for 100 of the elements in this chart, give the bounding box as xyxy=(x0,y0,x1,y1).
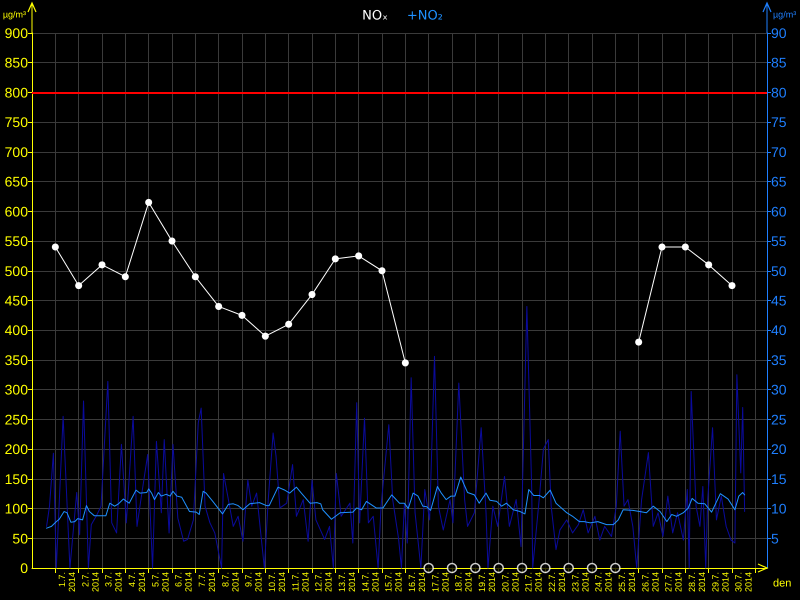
y-tick-label: 350 xyxy=(4,352,28,368)
point xyxy=(540,562,551,574)
point xyxy=(238,312,246,319)
y-tick-label: 750 xyxy=(4,114,28,130)
point xyxy=(635,338,642,346)
x-tick-label: 26.7. 2014 xyxy=(640,572,660,592)
y-tick-label: 300 xyxy=(4,382,28,398)
y2-tick-label: 35 xyxy=(771,352,787,368)
point xyxy=(285,320,292,328)
point xyxy=(470,562,481,574)
x-tick-label: 14.7. 2014 xyxy=(360,572,380,592)
point xyxy=(168,238,176,245)
y2-axis-title: µg/m³ xyxy=(773,10,796,20)
line-series xyxy=(46,476,746,529)
x-tick-label: 10.7. 2014 xyxy=(267,572,287,592)
point xyxy=(586,562,598,574)
point xyxy=(728,282,736,290)
point xyxy=(610,562,621,574)
point xyxy=(355,252,362,260)
x-tick-label: 9.7. 2014 xyxy=(244,572,264,592)
point xyxy=(98,261,106,268)
y-axis-title: µg/m³ xyxy=(2,10,26,20)
y-tick-label: 200 xyxy=(4,441,28,458)
point xyxy=(563,562,574,574)
x-tick-label: 24.7. 2014 xyxy=(594,572,614,592)
point xyxy=(493,562,504,574)
y2-tick-label: 90 xyxy=(771,25,787,41)
y-tick-label: 450 xyxy=(4,292,28,308)
x-tick-label: 5.7. 2014 xyxy=(150,572,170,592)
x-tick-label: 20.7. 2014 xyxy=(500,572,520,592)
x-tick-label: 2.7. 2014 xyxy=(80,572,100,592)
x-tick-label: 30.7. 2014 xyxy=(734,572,754,592)
x-tick-label: 28.7. 2014 xyxy=(687,572,707,592)
y2-tick-label: 55 xyxy=(771,233,787,250)
x-tick-label: 6.7. 2014 xyxy=(174,572,194,592)
y2-tick-label: 75 xyxy=(771,114,787,130)
y2-tick-label: 40 xyxy=(771,322,787,338)
x-tick-label: 15.7. 2014 xyxy=(384,572,404,592)
point xyxy=(52,244,59,250)
point xyxy=(423,562,434,574)
point xyxy=(308,291,316,298)
y-tick-label: 550 xyxy=(4,233,28,250)
x-tick-label: 13.7. 2014 xyxy=(337,572,357,592)
y2-tick-label: 65 xyxy=(771,174,787,190)
y-tick-label: 700 xyxy=(4,144,28,160)
point xyxy=(378,267,386,274)
point xyxy=(192,273,199,280)
x-tick-label: 3.7. 2014 xyxy=(104,572,124,592)
y-tick-label: 800 xyxy=(4,84,28,100)
point xyxy=(446,562,458,574)
x-tick-label: 21.7. 2014 xyxy=(524,572,544,592)
point xyxy=(658,244,666,250)
y-tick-label: 900 xyxy=(4,25,28,41)
y2-tick-label: 60 xyxy=(771,203,787,220)
x-tick-label: 23.7. 2014 xyxy=(570,572,590,592)
point xyxy=(402,359,409,366)
point xyxy=(705,261,712,268)
text: +NO₂ xyxy=(406,8,443,24)
y2-tick-label: 80 xyxy=(771,84,787,100)
x-tick-label: 18.7. 2014 xyxy=(454,572,474,592)
x-tick-label: 16.7. 2014 xyxy=(407,572,427,592)
point xyxy=(122,273,129,280)
x-tick-label: 8.7. 2014 xyxy=(220,572,240,592)
y2-tick-label: 30 xyxy=(771,382,787,398)
y2-tick-label: 25 xyxy=(771,411,787,428)
text: NOₓ xyxy=(362,8,388,24)
x-tick-label: 29.7. 2014 xyxy=(710,572,730,592)
y-tick-label: 100 xyxy=(4,500,28,517)
x-tick-label: 25.7. 2014 xyxy=(617,572,637,592)
x-tick-label: 11.7. 2014 xyxy=(290,572,310,592)
point xyxy=(682,244,689,250)
x-tick-label: 17.7. 2014 xyxy=(430,572,450,592)
line-series xyxy=(46,306,746,568)
y2-tick-label: 20 xyxy=(771,441,787,458)
x-tick-label: 22.7. 2014 xyxy=(547,572,567,592)
x-tick-label: 12.7. 2014 xyxy=(314,572,334,592)
y-tick-label: 0 xyxy=(20,560,28,576)
point xyxy=(145,198,152,206)
point xyxy=(215,302,222,310)
y2-tick-label: 5 xyxy=(771,530,779,546)
y2-tick-label: 50 xyxy=(771,262,787,279)
y-tick-label: 650 xyxy=(4,174,28,190)
x-tick-label: 27.7. 2014 xyxy=(664,572,684,592)
y-tick-label: 400 xyxy=(4,322,28,338)
y-tick-label: 600 xyxy=(4,203,28,220)
y-tick-label: 500 xyxy=(4,262,28,279)
x-tick-label: 4.7. 2014 xyxy=(127,572,147,592)
point xyxy=(262,332,269,340)
x-tick-label: 7.7. 2014 xyxy=(197,572,217,592)
y-tick-label: 250 xyxy=(4,411,28,428)
x-axis-title: den xyxy=(773,578,792,590)
y-tick-label: 150 xyxy=(4,470,28,487)
y2-tick-label: 70 xyxy=(771,144,787,160)
y-tick-label: 50 xyxy=(12,530,28,546)
x-tick-label: 1.7. 2014 xyxy=(57,572,77,592)
x-tick-label: 19.7. 2014 xyxy=(477,572,497,592)
y2-tick-label: 10 xyxy=(771,500,787,517)
y2-tick-label: 15 xyxy=(771,470,787,487)
y2-tick-label: 85 xyxy=(771,54,787,71)
point xyxy=(516,562,528,574)
